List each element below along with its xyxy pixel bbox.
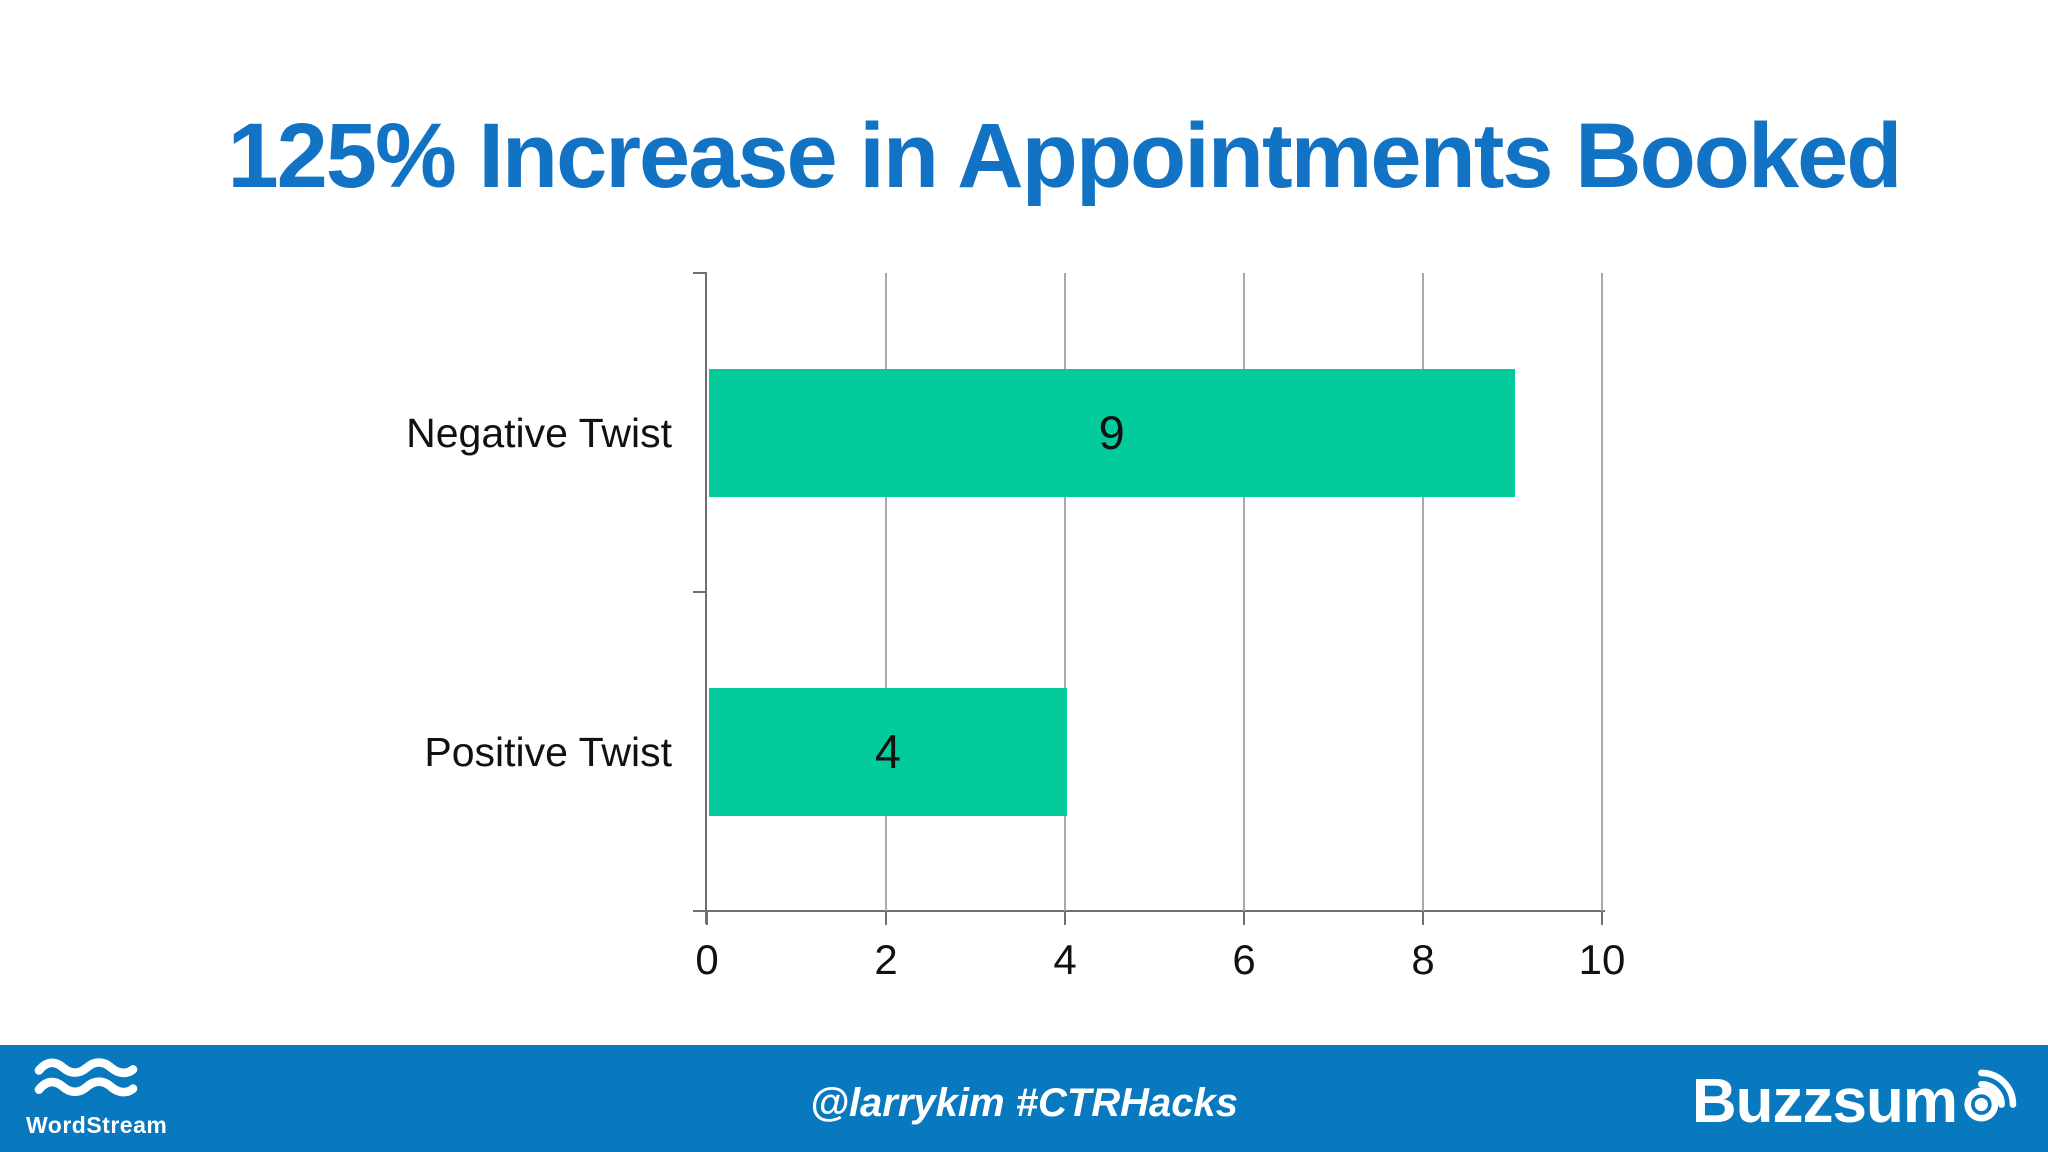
category-label: Negative Twist	[406, 409, 672, 456]
x-axis-tick	[885, 912, 887, 925]
x-tick-label: 0	[695, 936, 719, 983]
y-axis-tick	[693, 591, 706, 593]
x-axis-tick	[1601, 912, 1603, 925]
x-axis-tick	[706, 912, 708, 925]
x-tick-label: 2	[874, 936, 898, 983]
x-tick-label: 6	[1232, 936, 1256, 983]
radar-dot-icon	[1960, 1065, 2022, 1128]
x-axis-tick	[1243, 912, 1245, 925]
gridline	[1601, 273, 1603, 911]
x-tick-label: 8	[1411, 936, 1435, 983]
footer-bar: WordStream @larrykim #CTRHacks Buzzsum	[0, 1045, 2048, 1152]
x-tick-label: 10	[1578, 936, 1626, 983]
bar-value-label: 9	[1098, 406, 1125, 459]
slide-title: 125% Increase in Appointments Booked	[227, 105, 1902, 207]
category-label: Positive Twist	[424, 728, 672, 775]
bar-value-label: 4	[874, 725, 902, 778]
bar: 9	[709, 368, 1515, 497]
gridline	[1422, 273, 1424, 911]
footer-handle-text: @larrykim #CTRHacks	[809, 1081, 1239, 1125]
y-axis-tick	[693, 910, 706, 912]
y-axis-line	[705, 272, 707, 924]
x-axis-tick	[1064, 912, 1066, 925]
x-axis-line	[695, 910, 1605, 912]
buzzsumo-logo: Buzzsum	[1691, 1065, 2022, 1136]
gridline	[1064, 273, 1066, 911]
gridline	[885, 273, 887, 911]
x-axis-tick	[1422, 912, 1424, 925]
waves-icon	[32, 1058, 140, 1109]
x-tick-label: 4	[1053, 936, 1077, 983]
y-axis-tick	[693, 272, 706, 274]
wordstream-logo: WordStream	[26, 1057, 168, 1139]
wordstream-label: WordStream	[26, 1112, 168, 1138]
buzzsumo-label: Buzzsum	[1691, 1066, 1958, 1136]
bar: 4	[709, 687, 1067, 816]
gridline	[1243, 273, 1245, 911]
